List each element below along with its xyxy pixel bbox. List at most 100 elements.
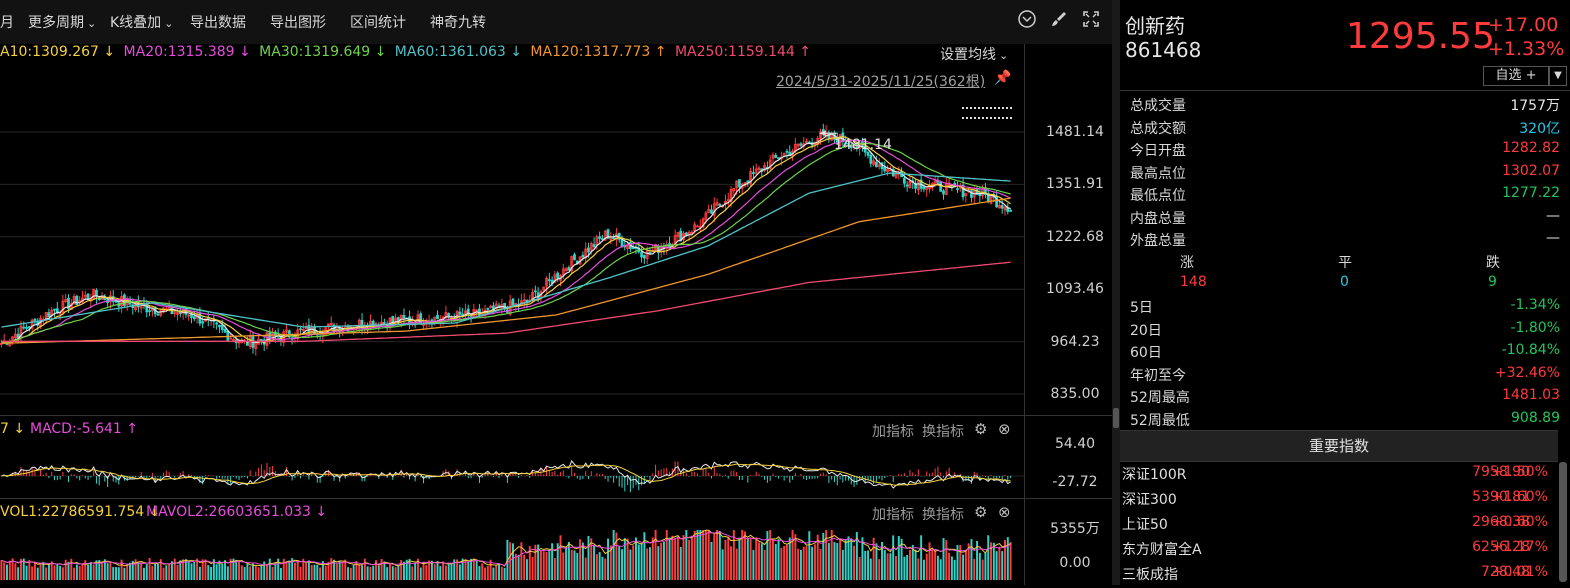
- candle-body: [726, 199, 730, 201]
- candle-body: [640, 251, 643, 258]
- index-row[interactable]: 三板成指 728.48 +0.01%: [1120, 564, 1560, 588]
- expand-icon[interactable]: [1082, 10, 1100, 33]
- stat-label: 最高点位: [1130, 165, 1186, 182]
- stock-name: 创新药: [1125, 14, 1185, 38]
- candle-body: [752, 172, 755, 174]
- panel-divider-scrollbar[interactable]: [1112, 0, 1120, 585]
- candle-body: [573, 254, 576, 261]
- date-range-label[interactable]: 2024/5/31-2025/11/25(362根): [776, 74, 986, 90]
- candle-body: [148, 310, 151, 312]
- brush-icon[interactable]: [1050, 10, 1068, 33]
- switch-indicator-button[interactable]: 换指标: [922, 424, 964, 440]
- export-data-button[interactable]: 导出数据: [190, 15, 246, 31]
- index-row[interactable]: 东方财富全A 6256.28 +1.17%: [1120, 539, 1560, 563]
- ma-settings-button[interactable]: 设置均线 ⌄: [940, 44, 1008, 64]
- candle-body: [684, 232, 688, 236]
- candle-body: [712, 203, 716, 216]
- period-row: 52周最低 908.89: [1130, 410, 1560, 432]
- index-row[interactable]: 上证50 2968.38 +0.60%: [1120, 514, 1560, 538]
- index-row[interactable]: 深证100R 7958.90 +1.50%: [1120, 464, 1560, 488]
- index-row[interactable]: 深证300 5390.81 +1.60%: [1120, 489, 1560, 513]
- candle-body: [229, 337, 233, 340]
- close-icon[interactable]: ⊗: [998, 503, 1011, 521]
- candle-body: [287, 330, 291, 338]
- period-label: 年初至今: [1130, 367, 1186, 384]
- period-label: 52周最低: [1130, 412, 1190, 429]
- candle-body: [22, 326, 26, 329]
- volume-chart[interactable]: [0, 524, 1030, 582]
- drag-handle-icon[interactable]: [962, 107, 1012, 119]
- gear-icon[interactable]: ⚙: [974, 503, 988, 521]
- period-month-tab[interactable]: 月: [0, 15, 14, 31]
- candle-body: [916, 181, 920, 191]
- candle-body: [777, 157, 780, 160]
- gear-icon[interactable]: ⚙: [974, 420, 988, 438]
- candle-body: [754, 168, 758, 174]
- candle-body: [749, 170, 752, 185]
- candle-body: [220, 325, 224, 330]
- chevron-circle-icon[interactable]: [1018, 10, 1036, 33]
- more-periods-menu[interactable]: 更多周期 ⌄: [28, 12, 96, 32]
- candle-body: [852, 145, 856, 148]
- candle-body: [886, 168, 889, 172]
- candle-body: [601, 238, 604, 240]
- switch-indicator-button[interactable]: 换指标: [922, 507, 964, 523]
- candle-body: [796, 143, 800, 147]
- candle-body: [61, 300, 65, 313]
- macd-chart[interactable]: [0, 440, 1030, 496]
- candle-body: [486, 307, 490, 310]
- candle-body: [329, 322, 333, 326]
- candle-body: [707, 208, 711, 213]
- add-indicator-button[interactable]: 加指标: [872, 424, 914, 440]
- candle-body: [894, 172, 898, 178]
- index-scrollbar[interactable]: [1559, 462, 1567, 582]
- index-change: +0.60%: [1491, 514, 1548, 530]
- candle-body: [715, 202, 719, 206]
- candle-body: [866, 151, 870, 156]
- export-chart-button[interactable]: 导出图形: [270, 15, 326, 31]
- index-change: +1.60%: [1491, 489, 1548, 505]
- candle-body: [201, 321, 205, 324]
- candle-body: [592, 244, 596, 247]
- flat-count: 0: [1340, 274, 1349, 290]
- kline-overlay-menu[interactable]: K线叠加 ⌄: [110, 12, 173, 32]
- price-axis-tick: 1222.68: [1046, 229, 1104, 245]
- price-axis-tick: 1481.14: [1046, 124, 1104, 140]
- period-value: -1.34%: [1510, 297, 1560, 313]
- ma120-line: [1, 197, 1011, 344]
- magic-nine-button[interactable]: 神奇九转: [430, 15, 486, 31]
- period-value: 1481.03: [1502, 387, 1560, 403]
- stat-value: 1282.82: [1502, 140, 1560, 156]
- range-stats-button[interactable]: 区间统计: [350, 15, 406, 31]
- watchlist-dropdown-icon[interactable]: ▼: [1549, 66, 1567, 86]
- candle-body: [285, 329, 288, 333]
- candle-body: [192, 316, 196, 320]
- vol-ma2-line: [1, 531, 1011, 566]
- candle-body: [584, 248, 588, 259]
- candle-body: [1009, 210, 1012, 212]
- candle-body: [536, 292, 540, 298]
- candle-body: [226, 330, 230, 341]
- candle-body: [500, 304, 504, 308]
- candle-body: [542, 286, 546, 291]
- close-icon[interactable]: ⊗: [998, 420, 1011, 438]
- candle-body: [617, 232, 621, 240]
- ma60-line: [1, 172, 1011, 328]
- candle-body: [561, 268, 565, 276]
- period-row: 年初至今 +32.46%: [1130, 365, 1560, 387]
- pin-icon[interactable]: 📌: [994, 70, 1012, 86]
- price-axis-tick: 964.23: [1050, 334, 1100, 350]
- add-indicator-button[interactable]: 加指标: [872, 507, 914, 523]
- candle-body: [989, 195, 993, 204]
- divider-handle[interactable]: [1113, 408, 1119, 428]
- kline-overlay-label: K线叠加: [110, 15, 162, 31]
- candle-body: [889, 169, 892, 172]
- candle-body: [771, 154, 775, 159]
- add-watchlist-button[interactable]: 自选 +: [1483, 66, 1549, 86]
- candle-body: [835, 138, 839, 145]
- candle-body: [645, 250, 649, 259]
- candle-body: [844, 142, 848, 145]
- candle-body: [97, 297, 101, 301]
- stat-label: 外盘总量: [1130, 233, 1186, 249]
- candlestick-chart[interactable]: [0, 96, 1030, 414]
